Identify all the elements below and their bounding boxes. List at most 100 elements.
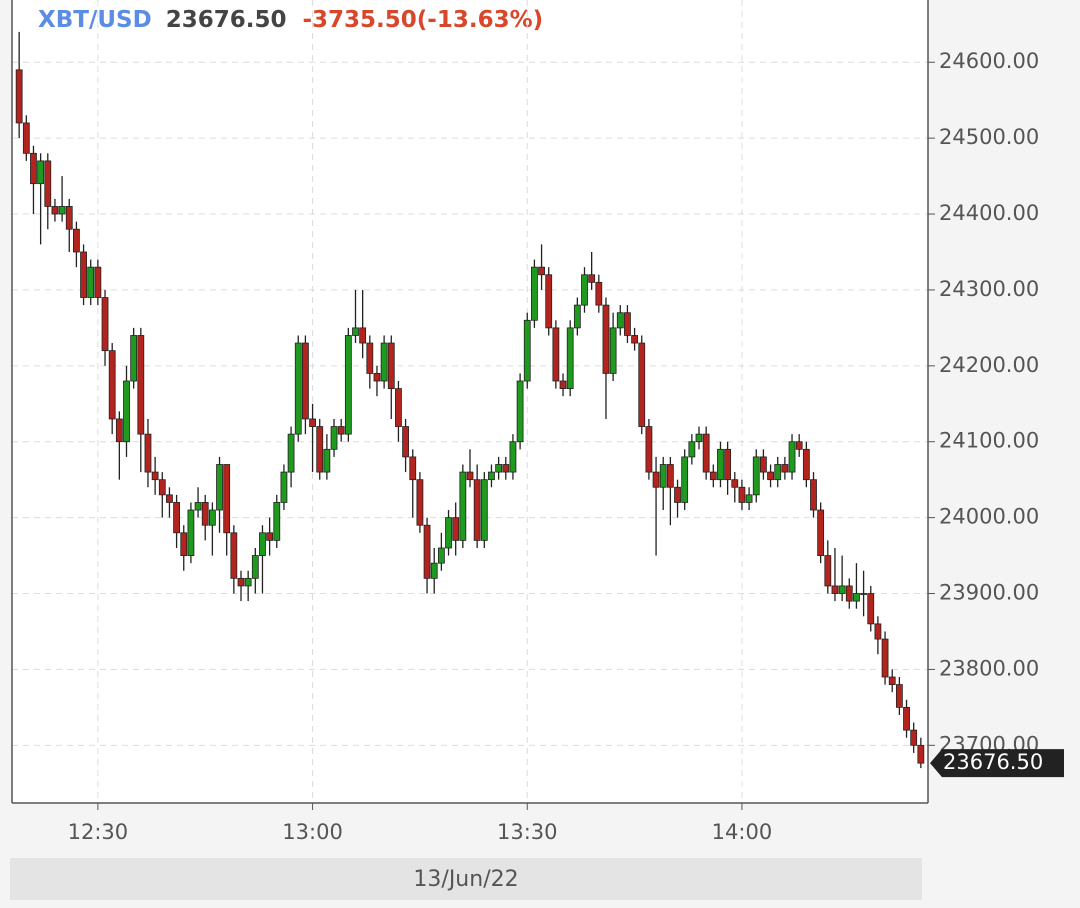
candle-body (259, 532, 266, 556)
candle-body (874, 623, 882, 640)
candle-body (631, 335, 638, 344)
candle-body (867, 593, 875, 625)
candle-body (853, 593, 860, 602)
candle-body (903, 706, 910, 731)
candle-body (287, 433, 295, 473)
candle-body (895, 684, 903, 708)
candle-body (788, 441, 796, 473)
candle-body (552, 327, 560, 382)
x-tick-label: 13:00 (282, 820, 343, 844)
candle-body (695, 433, 703, 443)
candle-body (638, 342, 646, 427)
candle-body (387, 342, 395, 389)
x-tick-label: 12:30 (68, 820, 129, 844)
candle-body (602, 304, 610, 374)
candle-body (559, 380, 567, 389)
y-tick-label: 24300.00 (939, 277, 1039, 301)
candle-body (144, 433, 152, 473)
candle-body (781, 464, 789, 473)
candle-body (230, 532, 238, 579)
candle-body (666, 464, 674, 488)
candle-body (595, 281, 603, 306)
y-tick-label: 23900.00 (939, 581, 1039, 605)
candle-body (244, 577, 252, 587)
candle-body (688, 441, 696, 458)
candle-body (795, 441, 803, 450)
candle-body (380, 342, 388, 382)
symbol: XBT/USD (38, 7, 152, 33)
candle-body (194, 502, 202, 511)
candle-body (366, 342, 374, 374)
candle-body (280, 471, 288, 503)
y-tick-label: 23800.00 (939, 656, 1039, 680)
candle-body (681, 456, 689, 503)
price-tag (930, 749, 1064, 778)
y-tick-label: 24200.00 (939, 353, 1039, 377)
candle-body (652, 471, 660, 488)
candle-body (480, 479, 488, 541)
candle-body (94, 266, 102, 298)
candle-body (459, 471, 467, 541)
candle-body (659, 464, 667, 488)
candle-body (817, 509, 825, 556)
date-label: 13/Jun/22 (413, 867, 518, 892)
candle-body (73, 228, 80, 253)
candle-body (180, 532, 188, 556)
candle-body (251, 555, 259, 579)
candle-body (373, 373, 381, 382)
candle-body (402, 426, 409, 458)
candle-body (888, 676, 896, 685)
candle-body (616, 312, 624, 329)
candle-body (130, 335, 138, 382)
candle-body (430, 562, 438, 579)
candle-body (752, 456, 760, 496)
candle-body (65, 206, 73, 230)
candle-body (452, 517, 460, 541)
y-tick-label: 24000.00 (939, 505, 1039, 529)
candle-body (423, 524, 431, 579)
candle-body (702, 433, 710, 473)
candle-body (187, 509, 195, 556)
candle-body (409, 456, 417, 481)
candle-body (717, 448, 724, 481)
candle-body (881, 638, 889, 678)
candle-body (151, 471, 159, 481)
candle-body (545, 274, 553, 329)
candle-body (473, 479, 481, 541)
candle-body (37, 160, 45, 185)
candle-body (123, 380, 130, 443)
candle-body (208, 509, 216, 526)
candle-body (760, 456, 767, 473)
candle-body (538, 266, 545, 276)
x-tick-label: 13:30 (497, 820, 558, 844)
candle-body (831, 585, 839, 594)
candle-body (466, 471, 474, 481)
candle-body (509, 441, 517, 473)
candle-body (724, 448, 732, 481)
candle-body (495, 464, 503, 473)
price: 23676.50 (166, 7, 287, 33)
candle-body (488, 471, 495, 481)
candle-body (581, 274, 588, 306)
y-tick-label: 24100.00 (939, 429, 1039, 453)
candle-body (395, 388, 402, 427)
header: XBT/USD 23676.50 -3735.50(-13.63%) (38, 7, 543, 33)
y-tick-label: 24600.00 (939, 49, 1039, 73)
candle-body (738, 486, 746, 503)
candle-body (437, 547, 445, 564)
candle-body (87, 266, 95, 298)
candle-body (101, 297, 109, 352)
candle-body (330, 426, 338, 450)
candle-body (531, 266, 538, 321)
candle-body (344, 335, 352, 435)
candle-body (22, 122, 30, 154)
candle-body (624, 312, 631, 336)
candle-body (223, 464, 231, 534)
price-tag-label: 23676.50 (943, 750, 1043, 774)
candle-body (810, 479, 817, 511)
candle-body (58, 206, 66, 215)
candle-body (237, 577, 245, 587)
candle-body (745, 494, 753, 503)
